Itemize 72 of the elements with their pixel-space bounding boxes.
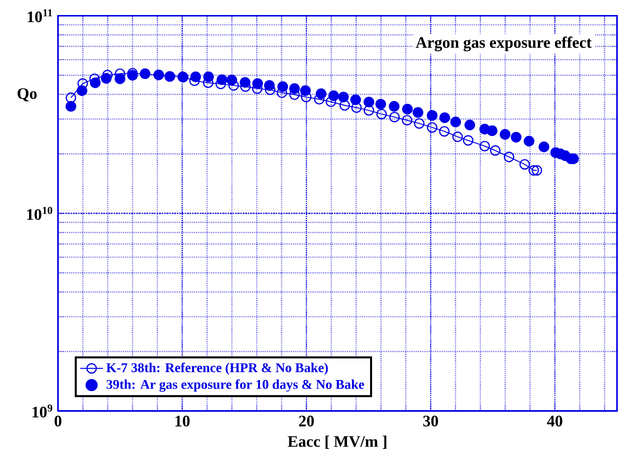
point — [426, 110, 438, 121]
point — [277, 81, 288, 92]
point — [153, 70, 164, 80]
point — [538, 142, 550, 152]
x-tick-label: 30 — [423, 416, 438, 426]
point — [190, 71, 201, 82]
point — [532, 165, 542, 176]
point — [376, 108, 387, 120]
point — [66, 101, 76, 112]
point — [450, 116, 461, 128]
point — [402, 104, 413, 114]
point — [452, 132, 463, 142]
point — [316, 88, 326, 100]
point — [339, 100, 350, 111]
point — [226, 74, 238, 86]
point — [426, 122, 438, 133]
point — [524, 136, 534, 146]
x-axis-title: Eacc [ MV/m ] — [288, 436, 386, 449]
point — [351, 102, 362, 113]
point — [140, 68, 150, 80]
point — [203, 71, 214, 82]
point — [228, 80, 239, 91]
y-tick-label: 10$^{9}$ — [32, 404, 52, 418]
point — [412, 107, 424, 118]
point — [464, 120, 476, 130]
x-tick-label: 20 — [299, 416, 314, 426]
point — [439, 112, 450, 124]
y-tick-label: 10$^{11}$ — [28, 9, 52, 22]
point — [439, 126, 450, 137]
x-tick-label: 0 — [54, 416, 62, 426]
legend-label: K-7 38th: Reference (HPR & No Bake) — [106, 362, 328, 375]
x-tick-label: 10 — [176, 416, 190, 426]
point — [510, 132, 522, 143]
point — [462, 135, 474, 146]
point — [289, 83, 300, 94]
y-tick-label: 10$^{10}$ — [27, 206, 52, 220]
point — [364, 96, 374, 108]
point — [77, 78, 88, 89]
point — [490, 145, 501, 156]
point — [215, 78, 226, 90]
point — [504, 152, 514, 162]
y-axis-title: Qo — [18, 88, 37, 102]
annotation: Argon gas exposure effect — [416, 36, 592, 52]
point — [519, 159, 530, 170]
point — [114, 73, 126, 84]
point — [328, 90, 339, 102]
point — [90, 77, 101, 88]
point — [486, 125, 498, 136]
point — [500, 129, 510, 140]
point — [388, 101, 400, 112]
point — [414, 118, 425, 129]
legend-label: 39th: Ar gas exposure for 10 days & No Bake — [106, 379, 364, 392]
point — [240, 77, 250, 88]
point — [338, 92, 349, 102]
point — [76, 85, 88, 96]
point — [252, 78, 263, 89]
x-tick-label: 40 — [547, 416, 562, 426]
point — [264, 80, 275, 91]
point — [216, 74, 228, 85]
point — [402, 114, 412, 126]
point — [389, 112, 400, 122]
point — [66, 92, 76, 103]
point — [479, 140, 490, 152]
point — [326, 96, 336, 108]
point — [164, 71, 176, 82]
point — [364, 105, 374, 116]
point — [127, 70, 138, 81]
point — [350, 94, 361, 106]
point — [300, 85, 311, 96]
point — [314, 94, 325, 105]
point — [375, 98, 386, 110]
point — [100, 73, 112, 84]
